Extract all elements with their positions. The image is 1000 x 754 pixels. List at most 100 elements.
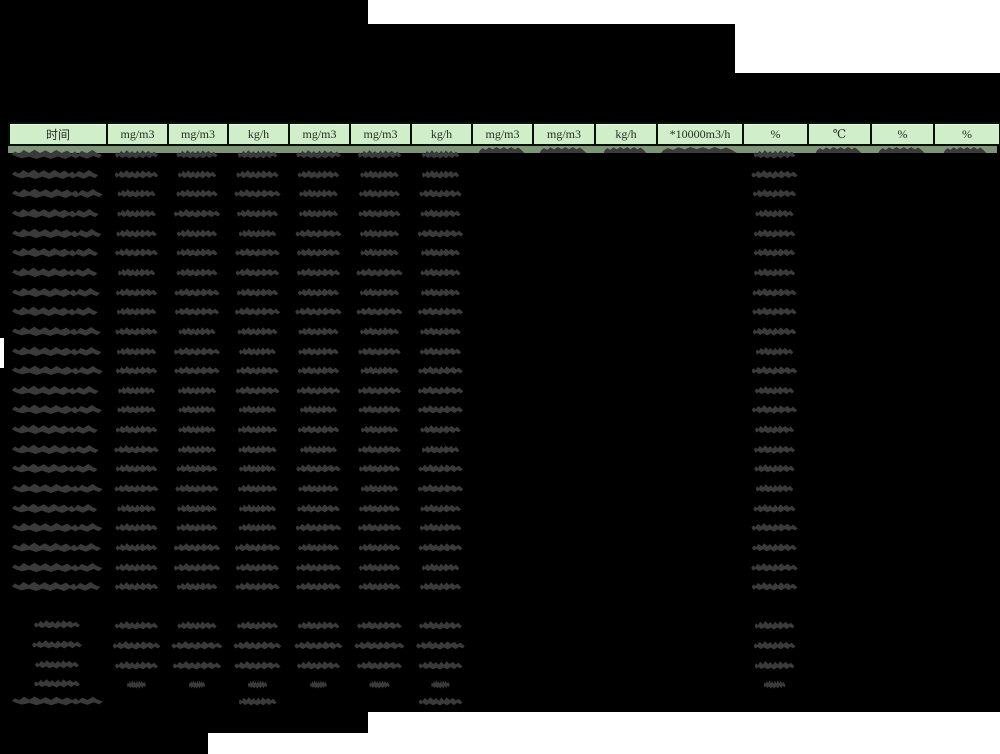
redacted-cell (603, 146, 647, 153)
redacted-cell (12, 306, 98, 316)
redacted-cell (419, 582, 462, 591)
redacted-cell (237, 484, 278, 493)
page-white-left-sliver (0, 338, 4, 368)
redacted-cell (298, 347, 339, 356)
redacted-cell (478, 146, 525, 153)
redacted-cell (297, 288, 340, 297)
redacted-cell (12, 208, 99, 218)
redacted-cell (417, 307, 464, 316)
redacted-cell (539, 146, 587, 153)
redacted-cell (358, 405, 401, 414)
redacted-cell (116, 347, 157, 356)
page-white-bottom-right (368, 712, 1000, 754)
redacted-cell (421, 563, 460, 572)
redacted-cell (178, 425, 216, 434)
redacted-cell (754, 386, 795, 395)
redacted-cell (12, 188, 103, 198)
redacted-cell (12, 522, 103, 532)
redacted-cell (188, 680, 206, 689)
redacted-cell (175, 484, 219, 493)
redacted-cell (12, 581, 101, 591)
redacted-cell (173, 543, 221, 552)
redacted-cell (238, 405, 277, 414)
redacted-cell (418, 661, 463, 670)
redacted-cell (114, 170, 159, 179)
redacted-cell (751, 582, 798, 591)
redacted-cell (12, 542, 102, 552)
redacted-cell (235, 386, 280, 395)
redacted-cell (12, 365, 103, 375)
redacted-cell (174, 366, 220, 375)
redacted-cell (171, 641, 223, 650)
redacted-cell (420, 504, 461, 513)
redacted-cell (114, 661, 159, 670)
redacted-cell (419, 189, 462, 198)
redacted-cell (356, 268, 403, 277)
redacted-cell (420, 209, 461, 218)
redacted-cell (295, 523, 342, 532)
redacted-cell (237, 425, 278, 434)
redacted-cell (356, 661, 403, 670)
redacted-cell (173, 563, 221, 572)
redacted-cell (753, 268, 796, 277)
redacted-cell (236, 170, 279, 179)
redacted-cell (114, 582, 159, 591)
redacted-cell (114, 621, 159, 630)
redacted-cell (417, 229, 464, 238)
redacted-cell (299, 445, 337, 454)
redacted-cell (234, 543, 281, 552)
header-cell-8: mg/m3 (534, 124, 596, 144)
redacted-cell (297, 425, 340, 434)
redacted-cell (238, 445, 277, 454)
redacted-cell (419, 621, 462, 630)
redacted-cell (358, 504, 401, 513)
redacted-cell (114, 248, 158, 257)
redacted-cell (234, 307, 281, 316)
redacted-cell (176, 582, 218, 591)
redacted-cell (176, 504, 217, 513)
redacted-cell (357, 445, 402, 454)
redacted-cell (297, 170, 340, 179)
redacted-cell (172, 661, 222, 670)
redacted-cell (416, 641, 465, 650)
redacted-cell (661, 146, 737, 153)
redacted-cell (357, 386, 402, 395)
redacted-cell (878, 146, 925, 153)
redacted-cell (12, 424, 98, 434)
redacted-cell (114, 445, 159, 454)
redacted-cell (296, 150, 341, 159)
redacted-cell (12, 385, 99, 395)
redacted-cell (173, 347, 221, 356)
redacted-cell (115, 366, 158, 375)
redacted-cell (943, 146, 987, 153)
redacted-cell (754, 661, 795, 670)
redacted-cell (247, 680, 268, 689)
redacted-cell (299, 405, 338, 414)
redacted-cell (237, 150, 278, 159)
header-cell-3: kg/h (229, 124, 290, 144)
header-cell-0: 时间 (10, 124, 108, 144)
redacted-cell (174, 307, 220, 316)
header-cell-11: % (744, 124, 809, 144)
header-cell-4: mg/m3 (290, 124, 351, 144)
redacted-cell (236, 366, 279, 375)
redacted-cell (117, 209, 156, 218)
redacted-cell (295, 229, 342, 238)
redacted-cell (294, 641, 343, 650)
redacted-cell (238, 697, 277, 706)
redacted-cell (12, 247, 99, 257)
redacted-cell (296, 268, 341, 277)
redacted-cell (418, 366, 463, 375)
header-cell-12: ℃ (809, 124, 872, 144)
redacted-cell (357, 523, 402, 532)
redacted-cell (754, 425, 795, 434)
redacted-cell (115, 425, 158, 434)
redacted-cell (234, 189, 281, 198)
redacted-cell (751, 366, 798, 375)
page-white-top-strip (368, 0, 735, 24)
redacted-cell (35, 660, 79, 669)
redacted-cell (755, 347, 794, 356)
redacted-cell (115, 543, 158, 552)
redacted-cell (177, 386, 217, 395)
